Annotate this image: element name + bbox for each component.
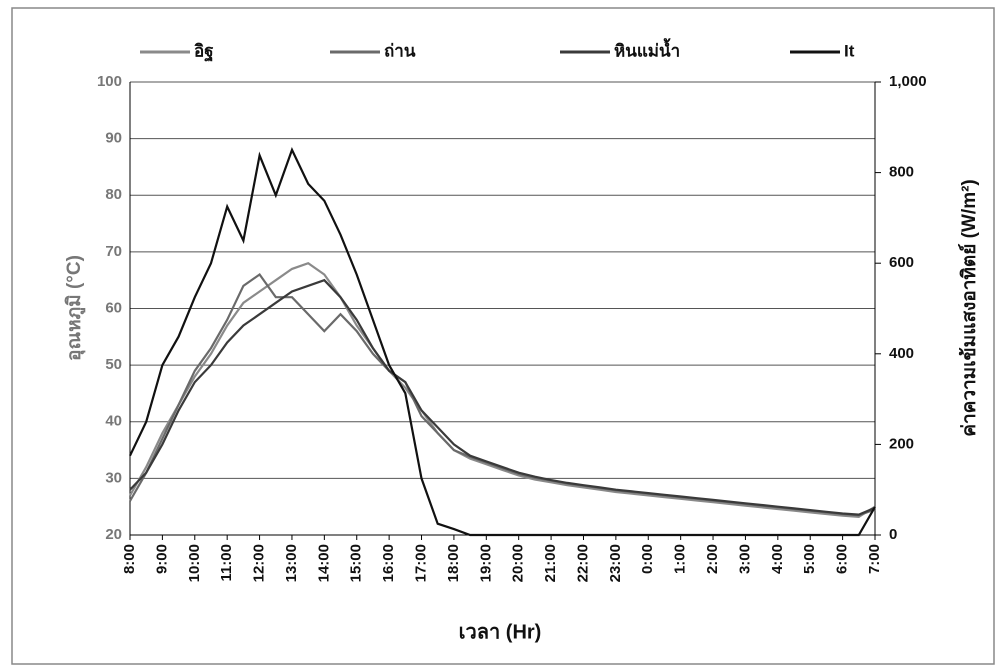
series-line xyxy=(129,278,876,516)
series-line xyxy=(129,261,876,519)
x-tick-label: 19:00 xyxy=(477,544,494,582)
x-tick-label: 11:00 xyxy=(218,544,235,582)
x-tick-label: 22:00 xyxy=(574,544,591,582)
x-tick-label: 23:00 xyxy=(607,544,624,582)
x-tick-label: 3:00 xyxy=(736,544,753,574)
legend-label: อิฐ xyxy=(194,41,214,62)
legend-label: หินแม่น้ำ xyxy=(614,37,680,60)
x-tick-label: 0:00 xyxy=(639,544,656,574)
y2-tick-label: 600 xyxy=(889,254,914,271)
x-tick-label: 14:00 xyxy=(315,544,332,582)
y2-tick-label: 400 xyxy=(889,345,914,362)
x-tick-label: 4:00 xyxy=(769,544,786,574)
y-tick-label: 90 xyxy=(105,130,122,147)
x-tick-label: 8:00 xyxy=(121,544,138,574)
x-tick-label: 5:00 xyxy=(801,544,818,574)
x-tick-label: 9:00 xyxy=(153,544,170,574)
y2-tick-label: 1,000 xyxy=(889,73,927,90)
x-tick-label: 16:00 xyxy=(380,544,397,582)
x-tick-label: 7:00 xyxy=(866,544,883,574)
y-tick-label: 80 xyxy=(105,186,122,203)
y-tick-label: 30 xyxy=(105,469,122,486)
y2-tick-label: 0 xyxy=(889,526,897,543)
legend-label: ถ่าน xyxy=(384,41,416,60)
x-tick-label: 2:00 xyxy=(704,544,721,574)
x-tick-label: 21:00 xyxy=(542,544,559,582)
y2-tick-label: 200 xyxy=(889,435,914,452)
y-axis-label: อุณหภูมิ (°C) xyxy=(64,255,86,361)
x-tick-label: 10:00 xyxy=(186,544,203,582)
x-tick-label: 15:00 xyxy=(348,544,365,582)
y-tick-label: 40 xyxy=(105,413,122,430)
y-tick-label: 100 xyxy=(97,73,122,90)
series-line xyxy=(129,147,876,537)
x-tick-label: 17:00 xyxy=(412,544,429,582)
y-tick-label: 20 xyxy=(105,526,122,543)
x-tick-label: 6:00 xyxy=(834,544,851,574)
y2-tick-label: 800 xyxy=(889,164,914,181)
legend-label: It xyxy=(844,41,855,60)
y-tick-label: 50 xyxy=(105,356,122,373)
frame xyxy=(11,7,995,665)
x-tick-label: 18:00 xyxy=(445,544,462,582)
y2-axis-label: ค่าความเข้มแสงอาทิตย์ (W/m²) xyxy=(958,179,980,437)
x-tick-label: 12:00 xyxy=(251,544,268,582)
x-tick-label: 1:00 xyxy=(672,544,689,574)
x-tick-label: 20:00 xyxy=(510,544,527,582)
y-tick-label: 70 xyxy=(105,243,122,260)
series-line xyxy=(129,272,876,517)
x-axis-label: เวลา (Hr) xyxy=(459,621,542,643)
x-tick-label: 13:00 xyxy=(283,544,300,582)
y-tick-label: 60 xyxy=(105,299,122,316)
